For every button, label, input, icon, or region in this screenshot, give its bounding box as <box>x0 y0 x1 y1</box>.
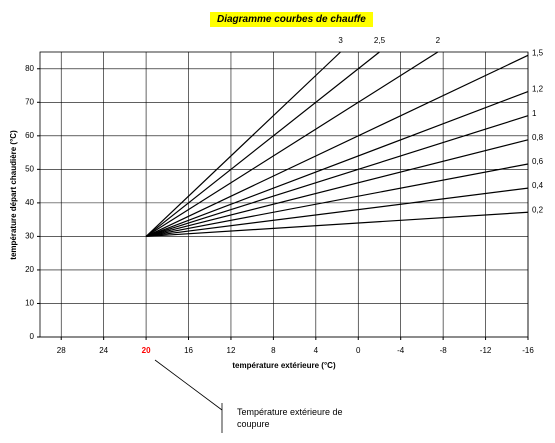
curve <box>145 51 341 237</box>
leader-line <box>154 359 223 411</box>
x-tick-label: -12 <box>480 346 492 355</box>
curve <box>145 51 380 237</box>
x-tick-label: 12 <box>227 346 236 355</box>
curve-label: 1,5 <box>532 48 544 57</box>
y-tick-label: 30 <box>25 232 34 241</box>
y-tick-label: 10 <box>25 299 34 308</box>
y-tick-label: 20 <box>25 265 34 274</box>
curve <box>146 211 529 238</box>
curve <box>145 115 529 237</box>
x-tick-label: 0 <box>356 346 361 355</box>
y-tick-label: 50 <box>25 164 34 173</box>
curve-label: 3 <box>338 36 343 45</box>
curve-label: 2 <box>436 36 441 45</box>
annotation: Température extérieure de coupure <box>237 407 343 429</box>
y-tick-label: 60 <box>25 131 34 140</box>
x-axis-label: température extérieure (°C) <box>232 361 336 370</box>
x-tick-label: 28 <box>57 346 66 355</box>
y-tick-label: 80 <box>25 64 34 73</box>
x-tick-label: 8 <box>271 346 276 355</box>
y-tick-label: 40 <box>25 198 34 207</box>
curve <box>145 91 529 237</box>
x-tick-label: -16 <box>522 346 534 355</box>
y-tick-label: 0 <box>30 332 35 341</box>
x-tick-label: 24 <box>99 346 108 355</box>
x-tick-label: -4 <box>397 346 405 355</box>
chart-title: Diagramme courbes de chauffe <box>210 12 373 27</box>
curve <box>145 54 529 237</box>
curve <box>145 139 529 237</box>
x-tick-label: 20 <box>142 346 151 355</box>
curve-label: 1,2 <box>532 85 544 94</box>
curve-label: 0,8 <box>532 133 544 142</box>
x-tick-label: -8 <box>440 346 448 355</box>
plot-area <box>39 51 529 338</box>
curve <box>146 187 529 238</box>
curve <box>145 163 529 238</box>
curve-label: 0,4 <box>532 181 544 190</box>
x-tick-label: 4 <box>314 346 319 355</box>
curve <box>145 51 439 237</box>
y-tick-label: 70 <box>25 97 34 106</box>
curve-label: 0,6 <box>532 157 544 166</box>
curve-label: 1 <box>532 109 537 118</box>
y-axis-label: température départ chaudière (°C) <box>9 130 18 260</box>
x-tick-label: 16 <box>184 346 193 355</box>
curve-label: 0,2 <box>532 205 544 214</box>
curve-label: 2,5 <box>374 36 386 45</box>
